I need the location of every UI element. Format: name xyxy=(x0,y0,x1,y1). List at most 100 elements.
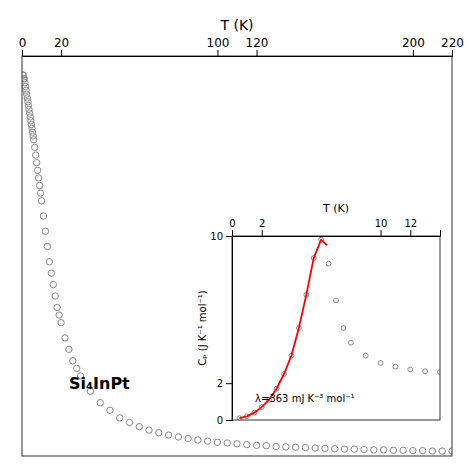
point xyxy=(44,243,50,249)
point xyxy=(214,439,220,445)
x-tick-mark xyxy=(22,50,23,56)
point xyxy=(419,447,425,453)
point xyxy=(283,444,289,450)
point xyxy=(54,304,60,310)
point xyxy=(361,446,367,452)
point xyxy=(363,353,368,358)
x-tick-label: 0 xyxy=(19,36,27,50)
point xyxy=(400,447,406,453)
x-tick-mark xyxy=(452,50,453,56)
y-axis: 0 2 10 xyxy=(210,231,232,426)
point xyxy=(31,137,37,143)
point xyxy=(46,259,52,265)
x-tick-mark xyxy=(262,230,263,236)
annotation: λ=363 mJ K⁻³ mol⁻¹ xyxy=(255,393,354,404)
x-tick: 10 xyxy=(375,218,388,236)
x-tick-mark xyxy=(217,50,218,56)
x-tick: 200 xyxy=(402,36,425,56)
marks xyxy=(22,72,452,454)
chart-root: 020100120200220T (K)Si₄InPt0210120210T (… xyxy=(0,0,474,474)
x-tick-label: 120 xyxy=(246,36,269,50)
point xyxy=(165,432,171,438)
point xyxy=(253,442,259,448)
point xyxy=(38,198,44,204)
point xyxy=(22,72,26,78)
point xyxy=(22,72,26,78)
point xyxy=(341,326,346,331)
x-tick-label: 12 xyxy=(404,218,417,229)
chart: 0 2 10 12 0 2 10 T (K) Cₚ (J K⁻¹ mol⁻¹) λ=363 mJ … xyxy=(197,202,442,426)
point xyxy=(117,415,123,421)
chart: 020100120200220T (K)Si₄InPt xyxy=(19,17,464,456)
point xyxy=(341,446,347,452)
point xyxy=(408,367,413,372)
x-tick-label: 200 xyxy=(402,36,425,50)
y-tick-mark xyxy=(226,383,232,384)
x-tick: 0 xyxy=(19,36,27,56)
point xyxy=(107,407,113,413)
point xyxy=(429,448,435,454)
point xyxy=(390,447,396,453)
point xyxy=(185,435,191,441)
x-axis: 0 20 100 120 200 220 xyxy=(19,36,464,57)
point xyxy=(224,440,230,446)
point xyxy=(378,361,383,366)
x-axis-line xyxy=(23,50,453,57)
point xyxy=(42,228,48,234)
point xyxy=(37,190,43,196)
point xyxy=(326,261,331,266)
x-tick-label: 220 xyxy=(441,36,464,50)
point xyxy=(58,319,64,325)
y-tick: 2 xyxy=(217,378,232,389)
x-tick-mark xyxy=(413,50,414,56)
y-tick-label: 10 xyxy=(210,231,223,242)
point xyxy=(48,270,54,276)
point xyxy=(62,335,68,341)
x-tick: 20 xyxy=(54,36,69,56)
y-tick-mark xyxy=(226,236,232,237)
x-axis-title: T (K) xyxy=(219,17,253,33)
point xyxy=(34,167,40,173)
plot-background xyxy=(22,56,452,456)
x-tick-label: 0 xyxy=(229,218,235,229)
point xyxy=(322,445,328,451)
point xyxy=(40,213,46,219)
point xyxy=(244,441,250,447)
x-axis: 0 2 10 12 xyxy=(229,218,440,237)
x-tick: 100 xyxy=(207,36,230,56)
x-tick-mark xyxy=(381,230,382,236)
plot-background xyxy=(232,236,440,420)
x-tick-mark xyxy=(232,230,233,236)
point xyxy=(97,399,103,405)
y-tick-label: 0 xyxy=(217,415,223,426)
point xyxy=(334,298,339,303)
y-axis-title: Cₚ (J K⁻¹ mol⁻¹) xyxy=(197,290,208,365)
x-tick-mark xyxy=(410,230,411,236)
point xyxy=(410,447,416,453)
point xyxy=(234,441,240,447)
point xyxy=(66,346,72,352)
point xyxy=(348,340,353,345)
point xyxy=(204,438,210,444)
x-tick: 12 xyxy=(404,218,417,236)
point xyxy=(332,446,338,452)
y-tick-label: 2 xyxy=(217,378,223,389)
point xyxy=(302,444,308,450)
annotation: Si₄InPt xyxy=(69,374,130,393)
point xyxy=(393,364,398,369)
point xyxy=(52,293,58,299)
point xyxy=(273,443,279,449)
point xyxy=(50,281,56,287)
x-axis-title: T (K) xyxy=(322,202,349,215)
point xyxy=(156,430,162,436)
x-tick-mark xyxy=(257,50,258,56)
point xyxy=(32,144,38,150)
point xyxy=(175,434,181,440)
x-tick-label: 2 xyxy=(259,218,265,229)
plot-frame xyxy=(22,56,452,456)
x-tick-label: 100 xyxy=(207,36,230,50)
point xyxy=(35,175,41,181)
marks xyxy=(237,237,440,420)
x-tick: 0 xyxy=(229,218,235,236)
point xyxy=(423,369,428,374)
